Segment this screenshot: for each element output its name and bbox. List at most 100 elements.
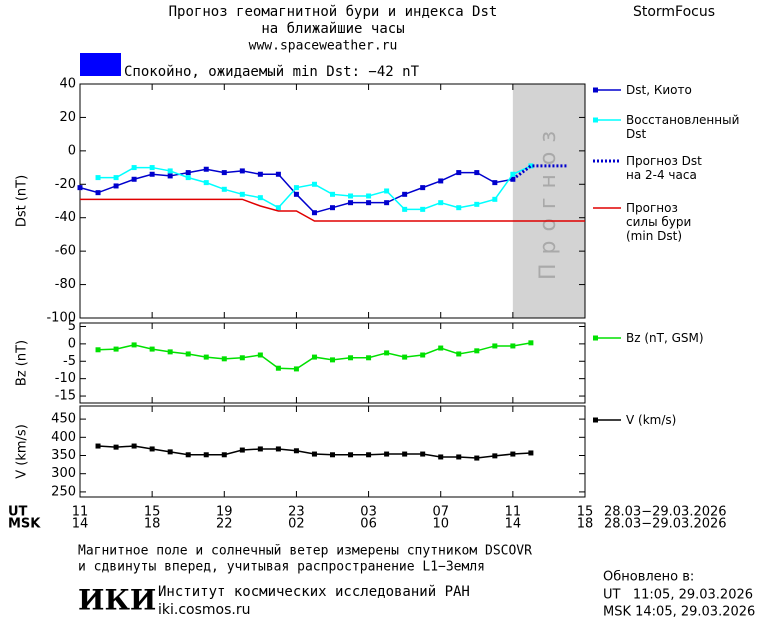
marker (167, 168, 173, 174)
marker (185, 351, 191, 357)
marker (330, 191, 335, 197)
title2: на ближайшие часы (261, 21, 404, 37)
x-tick-label: 11 (72, 505, 89, 520)
series-line (511, 164, 567, 181)
marker (420, 206, 426, 212)
marker (131, 443, 137, 449)
y-tick-label: 350 (51, 448, 76, 463)
y-tick-label: -80 (55, 277, 76, 292)
x-tick-label: 18 (577, 517, 594, 532)
marker (185, 170, 191, 176)
marker (221, 186, 227, 192)
marker (95, 443, 101, 449)
marker (275, 365, 281, 371)
legend-entry: Восстановленный Dst (626, 113, 740, 141)
marker (456, 170, 462, 176)
brand: StormFocus (633, 4, 715, 20)
marker (438, 454, 444, 460)
marker (348, 355, 354, 361)
marker (293, 191, 299, 197)
y-tick-label: 0 (68, 143, 76, 158)
series-line (79, 168, 513, 214)
marker (474, 170, 480, 176)
marker (456, 454, 462, 460)
y-tick-label: 5 (68, 319, 76, 334)
date-range: 28.03−29.03.2026 (604, 505, 727, 520)
y-tick-label: -5 (63, 354, 76, 369)
panel-frame (79, 322, 586, 404)
y-axis-label: Bz (nT) (15, 340, 30, 386)
marker (311, 354, 317, 360)
institute: Институт космических исследований РАН (158, 584, 470, 600)
marker (131, 342, 137, 348)
series-line (80, 198, 585, 222)
marker (402, 451, 408, 457)
marker (384, 200, 390, 206)
marker (239, 191, 245, 197)
note: и сдвинуты вперед, учитывая распростране… (78, 560, 485, 575)
legend-entry: Прогноз силы бури (min Dst) (626, 201, 692, 243)
marker (149, 171, 155, 177)
marker (239, 447, 245, 453)
x-tick-label: 07 (432, 505, 449, 520)
marker (510, 171, 516, 177)
logo: ИКИ (78, 584, 156, 617)
marker (438, 345, 444, 351)
x-tick-label: 11 (505, 505, 522, 520)
y-tick-label: 300 (51, 466, 76, 481)
x-tick-label: 23 (288, 505, 305, 520)
legend-marker (593, 117, 598, 123)
y-tick-label: 0 (68, 336, 76, 351)
marker (384, 350, 390, 356)
x-tick-label: 10 (432, 517, 449, 532)
y-tick-label: 40 (59, 77, 76, 92)
x-tick-label: 06 (360, 517, 377, 532)
marker (366, 193, 372, 199)
note: Магнитное поле и солнечный ветер измерен… (78, 544, 532, 559)
marker (275, 446, 281, 452)
marker (293, 185, 299, 191)
y-axis-label: V (km/s) (15, 424, 30, 479)
x-tick-label: 19 (216, 505, 233, 520)
marker (77, 185, 83, 191)
marker (221, 452, 227, 458)
marker (239, 168, 245, 174)
marker (384, 188, 390, 194)
marker (366, 355, 372, 361)
marker (492, 453, 498, 459)
marker (185, 175, 191, 181)
status: Спокойно, ожидаемый min Dst: −42 nT (124, 64, 420, 80)
marker (474, 201, 480, 207)
marker (528, 163, 534, 169)
marker (275, 171, 281, 177)
marker (149, 446, 155, 452)
marker (257, 352, 263, 358)
marker (221, 356, 227, 362)
marker (113, 183, 119, 189)
marker (474, 455, 480, 461)
marker (131, 176, 137, 182)
marker (348, 193, 354, 199)
x-tick-label: 02 (288, 517, 305, 532)
marker (257, 195, 263, 201)
marker (257, 171, 263, 177)
y-tick-label: 250 (51, 484, 76, 499)
marker (203, 452, 209, 458)
marker (131, 165, 137, 171)
panel-frame (79, 405, 586, 498)
marker (492, 180, 498, 186)
marker (203, 354, 209, 360)
marker (293, 448, 299, 454)
marker (311, 181, 317, 187)
marker (185, 452, 191, 458)
ut-label: UT (8, 505, 28, 520)
y-tick-label: -100 (46, 311, 76, 326)
marker (330, 452, 335, 458)
updated: Обновлено в: (603, 570, 694, 585)
x-tick-label: 14 (72, 517, 89, 532)
marker (95, 347, 101, 353)
marker (113, 175, 119, 181)
marker (293, 366, 299, 372)
marker (402, 206, 408, 212)
